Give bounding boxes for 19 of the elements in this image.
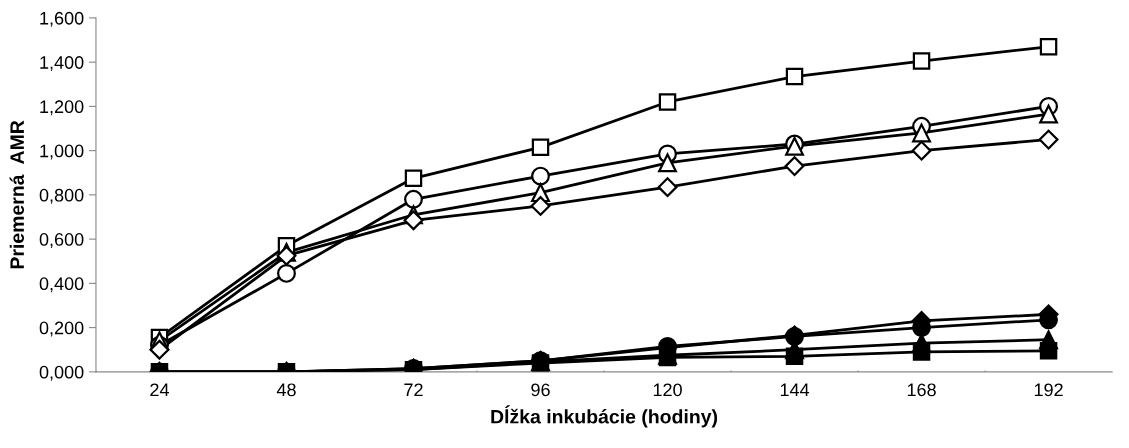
x-tick-label: 120 <box>653 383 682 397</box>
y-tick-label: 0,600 <box>39 233 84 248</box>
x-tick-label: 144 <box>780 383 810 397</box>
y-tick-label: 1,200 <box>40 100 84 116</box>
y-tick-label: 1,600 <box>40 11 84 27</box>
x-axis-title: Dĺžka inkubácie (hodiny) <box>491 405 718 428</box>
y-tick-label: 1,000 <box>40 144 84 160</box>
x-tick-label: 168 <box>907 383 936 397</box>
x-tick-label: 24 <box>150 383 169 397</box>
y-tick-label: 0,800 <box>39 188 84 204</box>
y-tick-label: 1,400 <box>40 56 84 72</box>
y-axis-title: Priemerná AMR <box>9 120 25 269</box>
x-tick-label: 72 <box>404 383 423 397</box>
x-tick-label: 192 <box>1034 383 1063 397</box>
y-tick-label: 0,200 <box>39 321 84 337</box>
x-tick-label: 96 <box>531 383 550 397</box>
x-tick-label: 48 <box>276 383 296 397</box>
y-tick-label: 0,400 <box>39 277 84 293</box>
y-tick-label: 0,000 <box>39 365 84 381</box>
